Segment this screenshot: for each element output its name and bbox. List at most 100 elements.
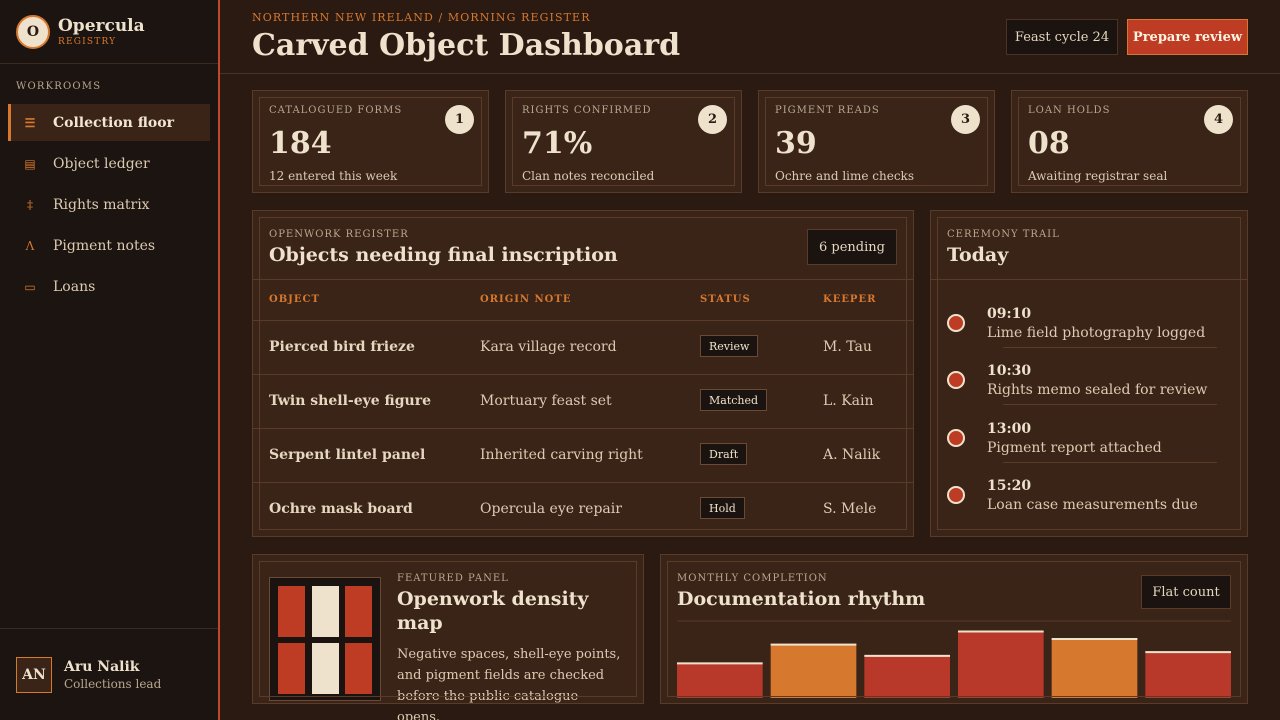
page-title: Carved Object Dashboard [252, 28, 681, 63]
panel-title: Documentation rhythm [677, 588, 926, 610]
chart-bar-cap [864, 654, 950, 657]
user-name: Aru Nalik [64, 658, 140, 675]
sidebar: O Opercula REGISTRY WORKROOMS ☰ Collecti… [0, 0, 220, 720]
stat-value: 184 [269, 126, 332, 161]
cell-keeper: A. Nalik [823, 447, 881, 463]
trail-text: Pigment report attached [987, 440, 1162, 456]
stat-card-pigment: PIGMENT READS 3 39 Ochre and lime checks [758, 90, 995, 193]
stat-note: Clan notes reconciled [522, 169, 655, 183]
brand: O Opercula REGISTRY [0, 0, 218, 64]
sidebar-section-label: WORKROOMS [16, 81, 102, 92]
rhythm-chart [677, 620, 1231, 698]
matrix-icon: ‡ [27, 197, 33, 212]
user-role: Collections lead [64, 676, 162, 691]
trail-time: 13:00 [987, 421, 1032, 437]
status-badge: Hold [700, 497, 745, 519]
sidebar-nav: ☰ Collection floor ▤ Object ledger ‡ Rig… [8, 104, 210, 309]
trail-item: 10:30 Rights memo sealed for review [947, 349, 1217, 405]
chart-bar [677, 662, 763, 698]
stat-label: RIGHTS CONFIRMED [522, 105, 652, 116]
sidebar-item-label: Object ledger [53, 155, 150, 172]
chart-bar-cap [677, 662, 763, 665]
sidebar-item-label: Loans [53, 278, 96, 295]
chart-bar-cap [1051, 638, 1138, 640]
table-row[interactable]: Serpent lintel panel Inherited carving r… [253, 428, 913, 482]
panel-kicker: OPENWORK REGISTER [269, 229, 409, 240]
cell-origin: Mortuary feast set [480, 393, 612, 409]
feast-cycle-button[interactable]: Feast cycle 24 [1006, 19, 1118, 55]
panel-description: Negative spaces, shell-eye points, and p… [397, 647, 621, 720]
status-badge: Draft [700, 443, 748, 465]
cell-origin: Kara village record [480, 339, 617, 355]
openwork-density-image [269, 577, 381, 701]
stat-note: 12 entered this week [269, 169, 398, 183]
trail-text: Loan case measurements due [987, 497, 1198, 513]
stat-label: CATALOGUED FORMS [269, 105, 403, 116]
trail-time: 15:20 [987, 478, 1032, 494]
list-icon: ☰ [24, 115, 36, 130]
loans-icon: ▭ [24, 279, 36, 294]
brand-name: Opercula [58, 15, 145, 36]
prepare-review-button[interactable]: Prepare review [1127, 19, 1248, 55]
sidebar-item-object-ledger[interactable]: ▤ Object ledger [8, 145, 210, 182]
chart-bar [1145, 651, 1231, 698]
sidebar-item-collection-floor[interactable]: ☰ Collection floor [8, 104, 210, 141]
trail-dot-icon [947, 371, 965, 389]
column-header-object[interactable]: OBJECT [269, 294, 320, 305]
stat-value: 39 [775, 126, 817, 161]
cell-origin: Opercula eye repair [480, 501, 622, 517]
sidebar-item-label: Collection floor [53, 114, 174, 131]
divider [253, 279, 913, 280]
user-profile[interactable]: AN Aru Nalik Collections lead [0, 628, 218, 720]
panel-title: Openwork density map [397, 588, 589, 634]
stat-number-badge: 4 [1204, 105, 1233, 134]
column-header-status[interactable]: STATUS [700, 294, 751, 305]
flat-count-toggle[interactable]: Flat count [1141, 575, 1231, 609]
sidebar-item-label: Rights matrix [53, 196, 150, 213]
table-row[interactable]: Pierced bird frieze Kara village record … [253, 320, 913, 374]
trail-text: Rights memo sealed for review [987, 382, 1208, 398]
table-row[interactable]: Ochre mask board Opercula eye repair Hol… [253, 482, 913, 536]
stat-number-badge: 1 [445, 105, 474, 134]
column-header-keeper[interactable]: KEEPER [823, 294, 877, 305]
sidebar-item-rights-matrix[interactable]: ‡ Rights matrix [8, 186, 210, 223]
trail-dot-icon [947, 429, 965, 447]
column-header-origin[interactable]: ORIGIN NOTE [480, 294, 572, 305]
openwork-register-panel: OPENWORK REGISTER Objects needing final … [252, 210, 914, 537]
panel-kicker: FEATURED PANEL [397, 573, 509, 584]
cell-object: Pierced bird frieze [269, 339, 415, 355]
chart-bar-cap [1145, 651, 1231, 654]
featured-panel: FEATURED PANEL Openwork density map Nega… [252, 554, 644, 720]
trail-text: Lime field photography logged [987, 325, 1206, 341]
divider [931, 279, 1247, 280]
page-header: NORTHERN NEW IRELAND / MORNING REGISTER … [220, 0, 1280, 74]
trail-item: 15:20 Loan case measurements due [947, 464, 1217, 520]
sidebar-item-pigment-notes[interactable]: Λ Pigment notes [8, 227, 210, 264]
stat-note: Ochre and lime checks [775, 169, 914, 183]
stat-number-badge: 3 [951, 105, 980, 134]
ledger-icon: ▤ [24, 156, 36, 171]
stat-note: Awaiting registrar seal [1028, 169, 1168, 183]
stat-card-catalogued: CATALOGUED FORMS 1 184 12 entered this w… [252, 90, 489, 193]
panel-title: Objects needing final inscription [269, 244, 618, 266]
ceremony-trail-panel: CEREMONY TRAIL Today 09:10 Lime field ph… [930, 210, 1248, 537]
cell-origin: Inherited carving right [480, 447, 643, 463]
status-badge: Matched [700, 389, 768, 411]
panel-title: Today [947, 244, 1009, 266]
panel-kicker: MONTHLY COMPLETION [677, 573, 828, 584]
pending-count-button[interactable]: 6 pending [807, 229, 897, 265]
cell-object: Twin shell-eye figure [269, 393, 431, 409]
brand-logo: O [16, 14, 50, 49]
sidebar-item-loans[interactable]: ▭ Loans [8, 268, 210, 305]
trail-item: 13:00 Pigment report attached [947, 407, 1217, 463]
trail-item: 09:10 Lime field photography logged [947, 292, 1217, 348]
chart-bar-cap [770, 643, 857, 646]
chart-bar-cap [958, 630, 1044, 633]
stat-label: LOAN HOLDS [1028, 105, 1111, 116]
documentation-rhythm-panel: MONTHLY COMPLETION Documentation rhythm … [660, 554, 1248, 704]
stat-number-badge: 2 [698, 105, 727, 134]
stat-label: PIGMENT READS [775, 105, 880, 116]
table-row[interactable]: Twin shell-eye figure Mortuary feast set… [253, 374, 913, 428]
chart-bar [864, 654, 950, 698]
chart-bar [958, 630, 1044, 698]
